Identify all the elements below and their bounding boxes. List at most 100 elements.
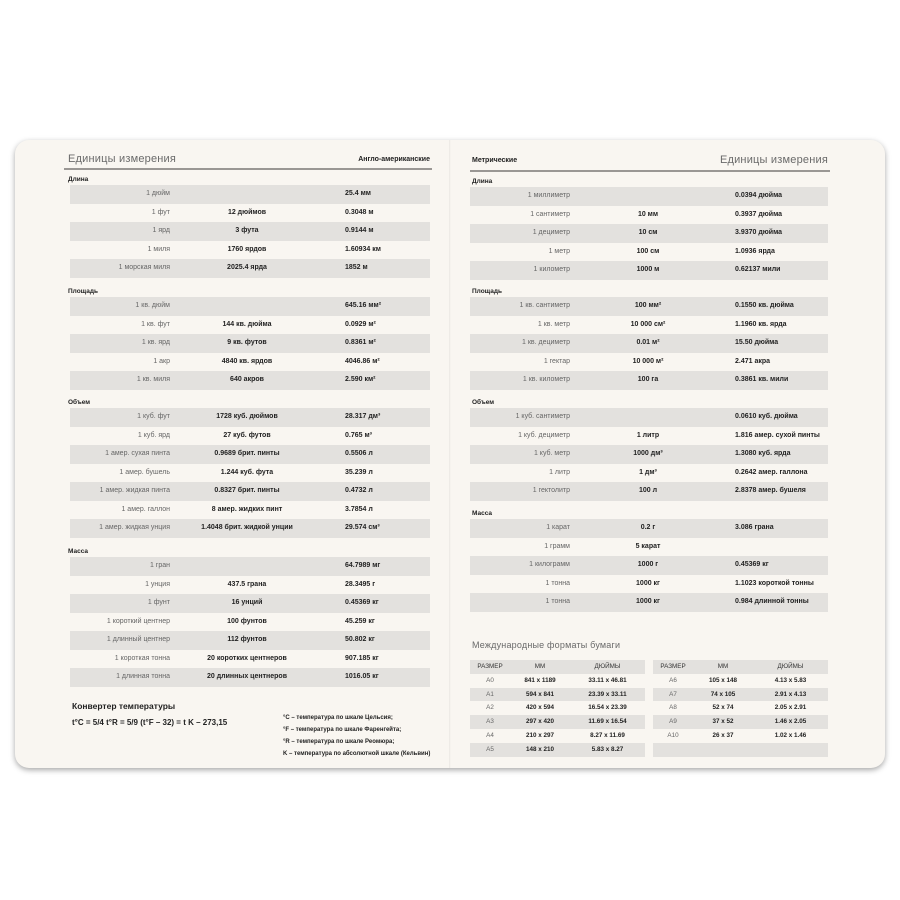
unit-equivalent: 0.8327 брит. пинты bbox=[214, 487, 280, 494]
paper-size: A1 bbox=[486, 690, 494, 698]
unit-metric-value: 25.4 мм bbox=[345, 190, 371, 197]
unit-equivalent: 1000 м bbox=[636, 266, 660, 273]
unit-metric-value: 0.4732 л bbox=[345, 487, 373, 494]
table-row: 1 куб. ярд 27 куб. футов 0.765 м³ bbox=[70, 427, 430, 446]
unit-metric-value: 1.816 амер. сухой пинты bbox=[735, 431, 820, 439]
unit-name: 1 акр bbox=[153, 357, 170, 365]
table-row: 1 кв. фут 144 кв. дюйма 0.0929 м² bbox=[70, 316, 430, 335]
table-row: 1 кв. метр 10 000 см² 1.1960 кв. ярда bbox=[470, 316, 828, 335]
unit-equivalent: 640 акров bbox=[230, 376, 264, 383]
converter-notes: °C – температура по шкале Цельсия; °F – … bbox=[283, 712, 430, 760]
left-page-subtitle: Англо-американские bbox=[358, 156, 430, 163]
unit-name: 1 фунт bbox=[147, 599, 170, 606]
unit-equivalent: 16 унций bbox=[231, 599, 263, 606]
unit-name: 1 метр bbox=[548, 247, 570, 255]
unit-name: 1 гран bbox=[149, 562, 170, 569]
unit-metric-value: 0.3861 кв. мили bbox=[735, 376, 789, 383]
unit-metric-value: 0.0610 куб. дюйма bbox=[735, 413, 798, 420]
section-label: Площадь bbox=[68, 288, 98, 295]
unit-metric-value: 0.3937 дюйма bbox=[735, 210, 783, 218]
unit-equivalent: 100 фунтов bbox=[227, 617, 267, 625]
table-row bbox=[653, 742, 828, 757]
unit-equivalent: 144 кв. дюйма bbox=[222, 320, 272, 328]
table-row: 1 кв. миля 640 акров 2.590 км² bbox=[70, 371, 430, 390]
unit-name: 1 морская миля bbox=[118, 264, 170, 271]
unit-equivalent: 8 амер. жидких пинт bbox=[211, 505, 283, 513]
unit-name: 1 короткий центнер bbox=[106, 617, 170, 625]
unit-name: 1 карат bbox=[546, 524, 570, 531]
size-mm: 74 x 105 bbox=[710, 690, 736, 698]
unit-name: 1 кв. фут bbox=[141, 320, 170, 328]
unit-equivalent: 20 коротких центнеров bbox=[207, 654, 287, 662]
table-row: 1 тонна 1000 кг 1.1023 короткой тонны bbox=[470, 575, 828, 594]
table-row: 1 короткая тонна 20 коротких центнеров 907… bbox=[70, 650, 430, 669]
table-row: 1 кв. дюйм 645.16 мм² bbox=[70, 297, 430, 316]
unit-name: 1 гектолитр bbox=[532, 487, 570, 494]
table-row: 1 миля 1760 ярдов 1.60934 км bbox=[70, 241, 430, 260]
table-row: 1 грамм 5 карат bbox=[470, 538, 828, 557]
unit-equivalent: 12 дюймов bbox=[227, 208, 267, 216]
unit-name: 1 амер. жидкая пинта bbox=[99, 487, 170, 494]
table-row: A2 420 x 594 16.54 x 23.39 bbox=[470, 701, 645, 715]
unit-equivalent: 1000 дм³ bbox=[633, 450, 663, 457]
paper-size: A9 bbox=[669, 718, 677, 726]
table-row: 1 метр 100 см 1.0936 ярда bbox=[470, 243, 828, 262]
table-row: 1 кв. ярд 9 кв. футов 0.8361 м² bbox=[70, 334, 430, 353]
paper-size: A2 bbox=[486, 704, 494, 712]
unit-metric-value: 3.086 грана bbox=[735, 524, 774, 531]
unit-name: 1 амер. галлон bbox=[121, 505, 170, 513]
table-row: 1 килограмм 1000 г 0.45369 кг bbox=[470, 556, 828, 575]
table-row: 1 кв. дециметр 0.01 м² 15.50 дюйма bbox=[470, 334, 828, 353]
unit-metric-value: 0.984 длинной тонны bbox=[735, 598, 809, 605]
unit-metric-value: 1.60934 км bbox=[345, 245, 381, 253]
size-mm: 105 x 148 bbox=[708, 676, 737, 684]
unit-metric-value: 0.45369 кг bbox=[345, 599, 379, 606]
unit-name: 1 кв. миля bbox=[136, 376, 170, 383]
size-mm: 420 x 594 bbox=[525, 704, 554, 712]
unit-metric-value: 0.45369 кг bbox=[735, 561, 769, 568]
paper-size: A7 bbox=[669, 690, 677, 698]
unit-name: 1 куб. дециметр bbox=[518, 431, 570, 439]
table-row: 1 фут 12 дюймов 0.3048 м bbox=[70, 204, 430, 223]
page-fold bbox=[449, 140, 451, 768]
table-row: 1 куб. метр 1000 дм³ 1.3080 куб. ярда bbox=[470, 445, 828, 464]
paper-size: A8 bbox=[669, 704, 677, 712]
unit-equivalent: 0.2 г bbox=[640, 524, 656, 531]
table-row: 1 длинная тонна 20 длинных центнеров 1016.… bbox=[70, 668, 430, 687]
table-header-row: РАЗМЕР ММ ДЮЙМЫ bbox=[653, 660, 828, 674]
unit-equivalent: 20 длинных центнеров bbox=[206, 673, 288, 680]
table-row: 1 амер. галлон 8 амер. жидких пинт 3.7854 … bbox=[70, 501, 430, 520]
unit-name: 1 кв. сантиметр bbox=[519, 302, 570, 309]
section-label: Масса bbox=[68, 548, 89, 555]
table-row: 1 дециметр 10 см 3.9370 дюйма bbox=[470, 224, 828, 243]
unit-name: 1 дюйм bbox=[146, 190, 170, 197]
conversion-table: 1 кв. сантиметр 100 мм² 0.1550 кв. дюйма 1 … bbox=[470, 297, 828, 390]
unit-name: 1 длинный центнер bbox=[106, 636, 170, 643]
unit-metric-value: 2.471 акра bbox=[735, 357, 771, 365]
table-row: 1 акр 4840 кв. ярдов 4046.86 м² bbox=[70, 353, 430, 372]
table-row: A6 105 x 148 4.13 x 5.83 bbox=[653, 674, 828, 688]
table-row: 1 амер. жидкая пинта 0.8327 брит. пинты 0.… bbox=[70, 482, 430, 501]
unit-metric-value: 3.7854 л bbox=[345, 505, 373, 513]
size-mm: 841 x 1189 bbox=[524, 676, 556, 684]
table-row: A1 594 x 841 23.39 x 33.11 bbox=[470, 687, 645, 702]
table-row: 1 километр 1000 м 0.62137 мили bbox=[470, 261, 828, 280]
unit-name: 1 куб. метр bbox=[533, 450, 570, 457]
unit-name: 1 куб. фут bbox=[137, 413, 170, 420]
table-row: 1 гран 64.7989 мг bbox=[70, 557, 430, 576]
section-label: Масса bbox=[472, 510, 493, 517]
unit-metric-value: 1.3080 куб. ярда bbox=[735, 450, 791, 457]
unit-name: 1 тонна bbox=[545, 579, 570, 587]
column-header: ДЮЙМЫ bbox=[777, 663, 804, 670]
unit-metric-value: 4046.86 м² bbox=[345, 357, 380, 365]
unit-metric-value: 15.50 дюйма bbox=[735, 339, 779, 346]
table-row: 1 амер. сухая пинта 0.9689 брит. пинты 0.5… bbox=[70, 445, 430, 464]
paper-size: A4 bbox=[486, 731, 494, 739]
size-mm: 297 x 420 bbox=[525, 718, 554, 726]
unit-equivalent: 10 мм bbox=[637, 210, 659, 218]
table-row: A9 37 x 52 1.46 x 2.05 bbox=[653, 715, 828, 729]
table-row: A10 26 x 37 1.02 x 1.46 bbox=[653, 729, 828, 743]
unit-metric-value: 2.590 км² bbox=[345, 376, 376, 383]
unit-equivalent: 112 фунтов bbox=[227, 636, 267, 643]
unit-equivalent: 437.5 грана bbox=[227, 580, 267, 588]
